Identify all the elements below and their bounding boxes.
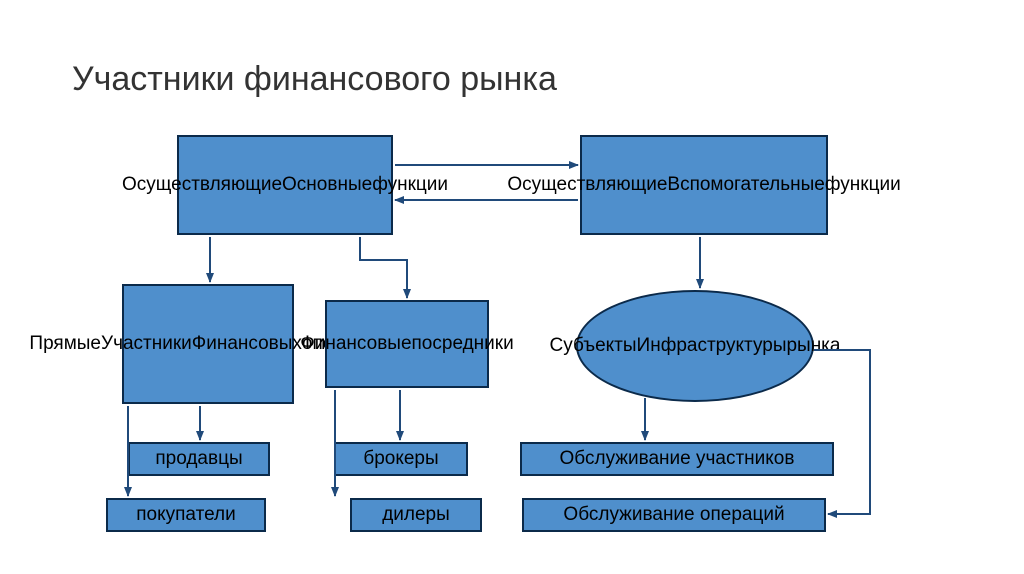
- node-infra: СубъектыИнфраструктурырынка: [576, 290, 814, 402]
- node-aux-funcs: ОсуществляющиеВспомогательныефункции: [580, 135, 828, 235]
- node-brokers: брокеры: [334, 442, 468, 476]
- arrow-infra-to-serveops: [814, 350, 870, 514]
- page-title: Участники финансового рынка: [72, 60, 557, 99]
- node-sellers: продавцы: [128, 442, 270, 476]
- node-serve-participants: Обслуживание участников: [520, 442, 834, 476]
- diagram-canvas: { "title": { "text": "Участники финансов…: [0, 0, 1024, 574]
- node-direct: ПрямыеУчастникиФинансовыхопераций: [122, 284, 294, 404]
- node-buyers: покупатели: [106, 498, 266, 532]
- node-dealers: дилеры: [350, 498, 482, 532]
- node-serve-operations: Обслуживание операций: [522, 498, 826, 532]
- node-main-funcs: ОсуществляющиеОсновныефункции: [177, 135, 393, 235]
- arrow-main-to-intermed: [360, 237, 407, 298]
- node-intermed: Финансовыепосредники: [325, 300, 489, 388]
